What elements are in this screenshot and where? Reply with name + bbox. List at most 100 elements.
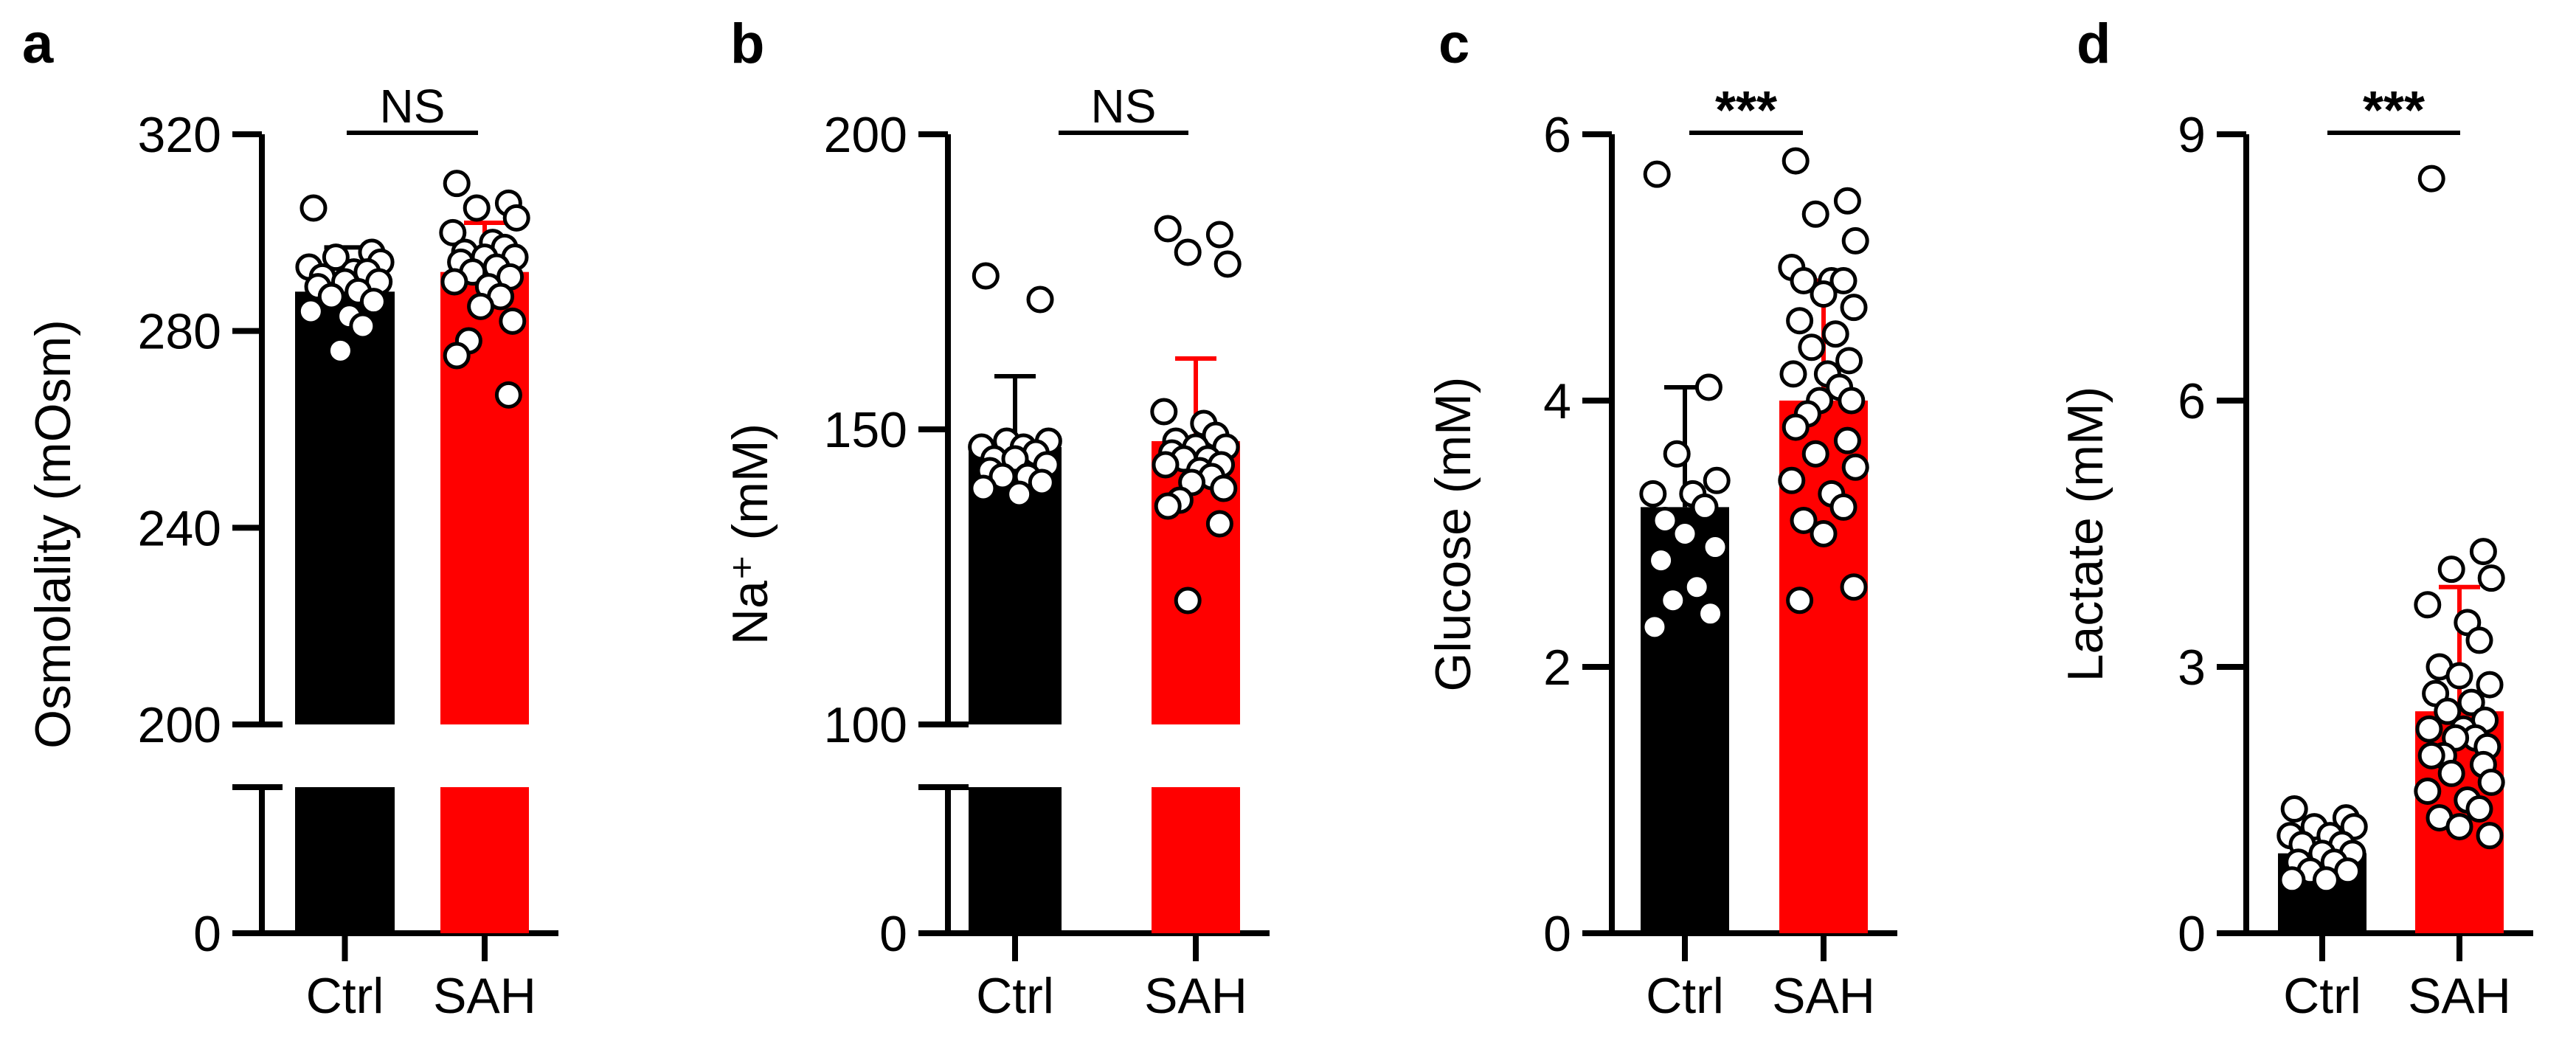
data-point <box>499 307 527 335</box>
y-tick-label: 200 <box>138 697 221 753</box>
data-point <box>463 194 491 222</box>
data-point <box>1651 506 1679 534</box>
data-point <box>1154 492 1182 520</box>
data-point <box>2417 741 2445 769</box>
data-point <box>1005 480 1033 508</box>
data-point <box>1840 294 1868 322</box>
data-point <box>1810 520 1838 547</box>
data-point <box>2465 795 2493 823</box>
data-point <box>972 262 1000 290</box>
y-axis-title: Glucose (mM) <box>1425 377 1481 692</box>
data-point <box>440 268 468 296</box>
panel-letter: c <box>1438 13 1469 75</box>
data-point <box>1213 250 1242 278</box>
x-tick-label-sah: SAH <box>1772 968 1875 1024</box>
data-point <box>1701 533 1729 561</box>
data-point <box>1683 573 1711 601</box>
x-tick-label-sah: SAH <box>433 968 536 1024</box>
data-point <box>502 204 530 232</box>
data-point <box>1663 440 1691 468</box>
x-tick-label-sah: SAH <box>1144 968 1247 1024</box>
bar-ctrl-lower <box>969 787 1062 933</box>
significance-label: *** <box>1715 81 1777 140</box>
data-point <box>1801 440 1829 468</box>
data-point <box>317 283 345 311</box>
data-point <box>1840 573 1868 601</box>
data-point <box>467 292 495 320</box>
significance-label: NS <box>380 80 446 133</box>
data-point <box>1801 200 1829 228</box>
data-point <box>2469 538 2497 566</box>
data-point <box>1833 426 1861 454</box>
data-point <box>322 243 350 271</box>
data-point <box>1782 147 1810 175</box>
data-point <box>1641 613 1669 641</box>
data-point <box>349 312 377 340</box>
y-axis-title: Osmolality (mOsm) <box>25 319 81 749</box>
data-point <box>1028 468 1056 496</box>
data-point <box>988 463 1017 491</box>
data-point <box>1174 586 1202 615</box>
bar-ctrl-upper <box>295 291 395 724</box>
x-tick-label-ctrl: Ctrl <box>976 968 1054 1024</box>
data-point <box>300 194 328 222</box>
data-point <box>326 336 354 364</box>
data-point <box>1026 286 1054 314</box>
data-point <box>969 474 997 502</box>
x-tick-label-sah: SAH <box>2408 968 2511 1024</box>
y-tick-label: 6 <box>1543 107 1571 163</box>
data-point <box>2414 591 2442 619</box>
data-point <box>1821 320 1849 348</box>
bar-ctrl-lower <box>295 787 395 933</box>
data-point <box>2465 626 2493 654</box>
data-point <box>2437 759 2465 787</box>
data-point <box>2476 822 2504 850</box>
panel-d: d 0 3 6 9 Ctrl SAH *** Lactate (mM) <box>2057 13 2533 1024</box>
data-point <box>1838 387 1866 415</box>
data-point <box>2476 671 2504 699</box>
y-tick-label: 0 <box>2178 906 2206 962</box>
y-tick-label: 9 <box>2178 107 2206 163</box>
data-point <box>1694 373 1722 401</box>
data-point <box>359 288 387 316</box>
panel-letter: b <box>730 13 764 75</box>
data-point <box>443 170 471 198</box>
data-point <box>1174 238 1202 266</box>
y-tick-label: 200 <box>824 107 907 163</box>
bar-sah-lower <box>440 787 529 933</box>
panel-letter: a <box>22 13 54 75</box>
data-point <box>2415 715 2443 743</box>
significance-label: *** <box>2363 81 2425 140</box>
bar-ctrl <box>1641 507 1729 933</box>
significance-label: NS <box>1091 80 1157 133</box>
data-point <box>1671 520 1699 547</box>
data-point <box>2278 866 2306 894</box>
data-point <box>1150 398 1178 426</box>
data-point <box>443 342 471 370</box>
panel-b: b 0 100 150 200 Ctrl SAH NS Na⁺ (mM) <box>722 13 1270 1024</box>
data-point <box>1154 215 1182 243</box>
data-point <box>2457 688 2485 716</box>
data-point <box>439 218 467 246</box>
data-point <box>1798 333 1826 361</box>
y-tick-label: 2 <box>1543 640 1571 696</box>
y-tick-label: 4 <box>1543 373 1571 429</box>
data-point <box>1841 453 1869 481</box>
y-tick-label: 150 <box>824 402 907 458</box>
data-point <box>2477 768 2505 796</box>
data-point <box>1810 280 1838 308</box>
data-point <box>2477 564 2505 592</box>
data-point <box>1782 413 1810 441</box>
bar-sah-upper <box>440 271 529 725</box>
y-tick-label: 240 <box>138 500 221 556</box>
data-point <box>1786 586 1814 615</box>
panel-c: c 0 2 4 6 Ctrl SAH *** Glucose (mM) <box>1425 13 1897 1024</box>
data-point <box>1841 226 1869 255</box>
data-point <box>1205 510 1233 538</box>
y-tick-label: 320 <box>138 107 221 163</box>
data-point <box>1778 466 1806 494</box>
data-point <box>2437 556 2465 584</box>
bar-sah-lower <box>1152 787 1240 933</box>
y-tick-label: 0 <box>879 906 907 962</box>
